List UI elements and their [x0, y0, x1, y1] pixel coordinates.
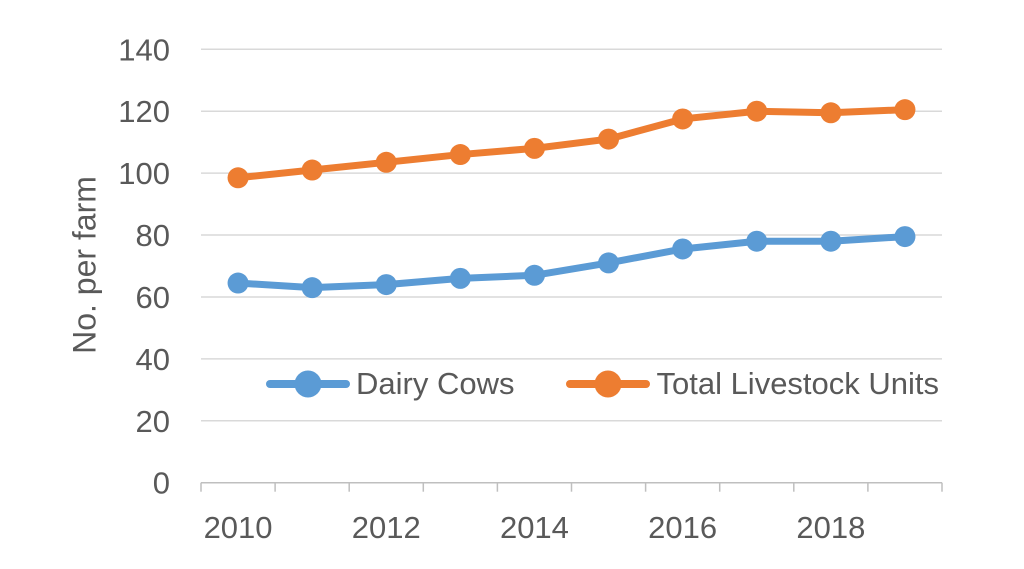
x-tick-label-2012: 2012: [352, 510, 421, 545]
data-point-dairy-cows-2015: [598, 252, 620, 274]
x-tick-label-2010: 2010: [204, 510, 273, 545]
legend-item-total-livestock-units: Total Livestock Units: [566, 366, 939, 402]
y-axis-labels: 0 20 40 60 80 100 120 140: [118, 32, 170, 500]
data-point-total-livestock-units-2013: [449, 144, 471, 166]
x-axis: [200, 481, 943, 492]
data-point-dairy-cows-2018: [820, 230, 842, 252]
data-point-dairy-cows-2012: [375, 274, 397, 296]
y-tick-label-0: 0: [153, 466, 170, 501]
x-tick-label-2018: 2018: [796, 510, 865, 545]
data-point-dairy-cows-2010: [227, 272, 249, 294]
data-point-total-livestock-units-2016: [672, 108, 694, 130]
series-dairy-cows: [227, 226, 916, 299]
legend-label-dairy-cows: Dairy Cows: [356, 366, 515, 401]
data-point-dairy-cows-2011: [301, 277, 323, 299]
legend-dot-total-livestock-units: [594, 370, 622, 398]
legend-item-dairy-cows: Dairy Cows: [266, 366, 514, 402]
gridlines: [201, 48, 942, 422]
data-point-dairy-cows-2017: [746, 230, 768, 252]
y-tick-label-20: 20: [136, 404, 170, 439]
y-tick-label-140: 140: [118, 32, 170, 67]
y-tick-label-80: 80: [136, 218, 170, 253]
series-line-dairy-cows: [234, 233, 909, 292]
data-point-dairy-cows-2016: [672, 238, 694, 260]
data-point-total-livestock-units-2014: [523, 137, 545, 159]
series-total-livestock-units: [227, 99, 916, 189]
data-point-total-livestock-units-2011: [301, 159, 323, 181]
legend-dot-dairy-cows: [294, 370, 322, 398]
y-tick-label-120: 120: [118, 94, 170, 129]
y-tick-label-60: 60: [136, 280, 170, 315]
data-point-total-livestock-units-2010: [227, 167, 249, 189]
y-tick-label-40: 40: [136, 342, 170, 377]
series-line-total-livestock-units: [234, 106, 909, 182]
x-axis-labels: 2010 2012 2014 2016 2018: [204, 510, 866, 545]
y-tick-label-100: 100: [118, 156, 170, 191]
data-point-dairy-cows-2019: [894, 226, 916, 248]
x-tick-label-2016: 2016: [648, 510, 717, 545]
data-point-total-livestock-units-2019: [894, 99, 916, 121]
line-marker-icon: [566, 370, 651, 398]
data-point-total-livestock-units-2018: [820, 102, 842, 124]
data-point-total-livestock-units-2015: [598, 128, 620, 150]
data-point-total-livestock-units-2012: [375, 151, 397, 173]
data-point-total-livestock-units-2017: [746, 100, 768, 122]
x-tick-label-2014: 2014: [500, 510, 569, 545]
line-marker-icon: [266, 370, 350, 398]
data-point-dairy-cows-2013: [449, 267, 471, 289]
legend-label-total-livestock-units: Total Livestock Units: [656, 366, 940, 401]
y-axis-title: No. per farm: [66, 176, 103, 354]
data-point-dairy-cows-2014: [523, 264, 545, 286]
legend: Dairy Cows Total Livestock Units: [266, 366, 939, 402]
